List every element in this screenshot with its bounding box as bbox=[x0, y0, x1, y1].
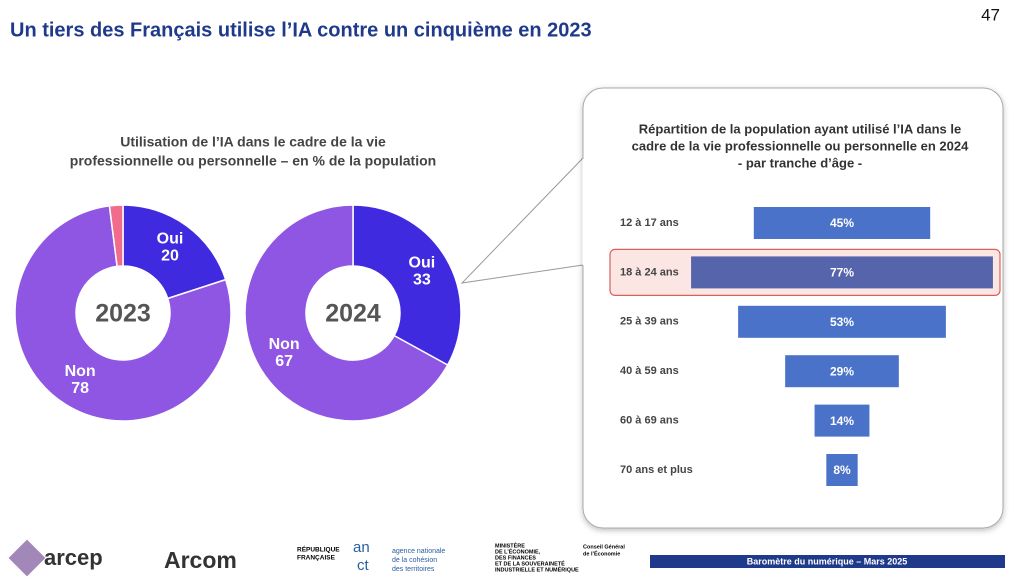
value-label: 53% bbox=[830, 315, 854, 329]
callout-pointer bbox=[460, 157, 584, 284]
donut-segment bbox=[244, 204, 449, 422]
segment-value: 67 bbox=[275, 353, 293, 370]
logo: arcep bbox=[44, 545, 103, 570]
footer-banner-text: Baromètre du numérique – Mars 2025 bbox=[747, 556, 908, 566]
segment-value: 20 bbox=[161, 247, 179, 264]
bar-chart-title: cadre de la vie professionnelle ou perso… bbox=[632, 138, 969, 153]
logo: ct bbox=[357, 557, 370, 574]
logo: de l’Économie bbox=[583, 549, 620, 557]
segment-category: Oui bbox=[409, 254, 436, 271]
value-label: 29% bbox=[830, 364, 854, 378]
footer-banner bbox=[650, 555, 1005, 568]
segment-category: Oui bbox=[157, 230, 184, 247]
segment-category: Non bbox=[65, 363, 96, 380]
logo: DES FINANCES bbox=[495, 555, 536, 561]
slide-title: Un tiers des Français utilise l’IA contr… bbox=[10, 19, 592, 41]
logo: RÉPUBLIQUE bbox=[297, 545, 340, 554]
donut-segment bbox=[14, 205, 232, 422]
logo: ET DE LA SOUVERAINETÉ bbox=[495, 559, 565, 567]
bar bbox=[691, 256, 993, 289]
donut-segment bbox=[352, 204, 462, 367]
segment-value: 33 bbox=[413, 271, 431, 288]
logo: FRANÇAISE bbox=[297, 555, 336, 562]
value-label: 8% bbox=[833, 463, 851, 477]
donut-segment bbox=[108, 204, 124, 268]
bar bbox=[826, 454, 858, 486]
donut-center-label: 2024 bbox=[325, 300, 381, 328]
category-label: 60 à 69 ans bbox=[620, 415, 679, 427]
bar-chart-title: Répartition de la population ayant utili… bbox=[639, 121, 961, 136]
logo: INDUSTRIELLE ET NUMÉRIQUE bbox=[495, 565, 579, 573]
value-label: 14% bbox=[830, 414, 854, 428]
logo: agence nationale bbox=[392, 548, 445, 555]
logo: MINISTÈRE bbox=[495, 541, 525, 549]
segment-category: Non bbox=[269, 336, 300, 353]
bar bbox=[785, 355, 899, 388]
logo: an bbox=[353, 539, 370, 556]
category-label: 25 à 39 ans bbox=[620, 316, 679, 328]
bar bbox=[738, 305, 946, 338]
arcep-icon bbox=[8, 539, 46, 577]
logo: de la cohésion bbox=[392, 557, 437, 564]
donuts-title: professionnelle ou personnelle – en % de… bbox=[70, 153, 436, 169]
category-label: 12 à 17 ans bbox=[620, 217, 679, 229]
segment-value: 78 bbox=[71, 380, 89, 397]
page-number: 47 bbox=[981, 5, 1000, 24]
category-label: 40 à 59 ans bbox=[620, 365, 679, 377]
value-label: 45% bbox=[830, 216, 854, 230]
logo: DE L’ÉCONOMIE, bbox=[495, 547, 541, 555]
logo: Conseil Général bbox=[583, 544, 625, 550]
donut-segment bbox=[122, 204, 227, 300]
value-label: 77% bbox=[830, 266, 854, 280]
donuts-title: Utilisation de l’IA dans le cadre de la … bbox=[120, 134, 386, 150]
donut-center-label: 2023 bbox=[95, 300, 151, 328]
footer: arcep Arcom RÉPUBLIQUE FRANÇAISE an ct a… bbox=[8, 539, 1005, 577]
bar bbox=[814, 404, 870, 437]
category-label: 70 ans et plus bbox=[620, 464, 693, 476]
logo: des territoires bbox=[392, 566, 435, 573]
bar-chart-title: - par tranche d’âge - bbox=[738, 155, 862, 170]
category-label: 18 à 24 ans bbox=[620, 266, 679, 278]
logo: Arcom bbox=[164, 547, 237, 573]
bar bbox=[753, 207, 931, 239]
